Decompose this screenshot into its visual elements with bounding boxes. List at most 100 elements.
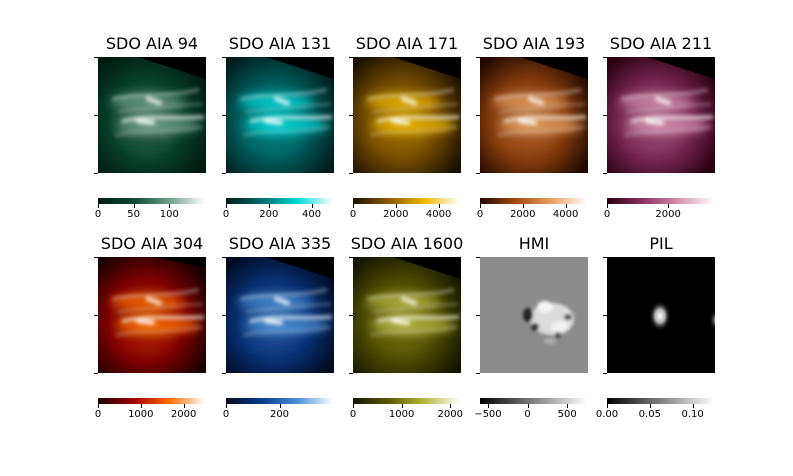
panel-image-sdo-aia-131 <box>226 57 334 173</box>
y-axis-tick <box>349 373 353 374</box>
colorbar-tick-label: −500 <box>474 409 502 420</box>
y-axis-tick <box>349 57 353 58</box>
colorbar-tick-label: 0.05 <box>638 409 661 420</box>
colorbar-pil <box>607 398 714 404</box>
colorbar-tick <box>169 204 170 208</box>
colorbar-tick-label: 0.00 <box>595 409 619 420</box>
colorbar-tick-label: 0 <box>603 209 611 220</box>
y-axis-tick <box>349 173 353 174</box>
colorbar-tick <box>98 204 99 208</box>
y-axis-tick <box>603 115 607 116</box>
panel-title-sdo-aia-193: SDO AIA 193 <box>482 34 586 53</box>
y-axis-tick <box>603 257 607 258</box>
colorbar-sdo-aia-1600 <box>353 398 460 404</box>
colorbar-tick-label: 0 <box>524 409 531 420</box>
panel-image-hmi <box>480 257 588 373</box>
colorbar-sdo-aia-94 <box>98 198 205 204</box>
colorbar-tick-label: 2000 <box>510 209 536 220</box>
y-axis-tick <box>349 115 353 116</box>
colorbar-tick-label: 50 <box>127 209 141 220</box>
colorbar-tick-label: 0 <box>349 409 357 420</box>
panel-title-sdo-aia-335: SDO AIA 335 <box>228 234 332 253</box>
colorbar-tick <box>134 204 135 208</box>
y-axis-tick <box>476 373 480 374</box>
colorbar-sdo-aia-304 <box>98 398 205 404</box>
colorbar-tick <box>693 404 694 408</box>
colorbar-tick <box>226 404 227 408</box>
colorbar-tick <box>269 204 270 208</box>
colorbar-tick <box>650 404 651 408</box>
colorbar-tick-label: 1000 <box>128 409 154 420</box>
y-axis-tick <box>603 373 607 374</box>
colorbar-tick-label: 2000 <box>437 409 463 420</box>
colorbar-tick-label: 0 <box>349 209 357 220</box>
colorbar-tick-label: 200 <box>269 409 290 420</box>
colorbar-tick <box>141 404 142 408</box>
y-axis-tick <box>222 115 226 116</box>
colorbar-tick <box>98 404 99 408</box>
colorbar-tick <box>567 404 568 408</box>
colorbar-tick-label: 2000 <box>383 209 409 220</box>
colorbar-tick <box>488 404 489 408</box>
panel-image-sdo-aia-335 <box>226 257 334 373</box>
colorbar-tick-label: 2000 <box>170 409 197 420</box>
y-axis-tick <box>603 173 607 174</box>
colorbar-tick-label: 0 <box>476 209 484 220</box>
colorbar-tick-label: 4000 <box>552 209 579 220</box>
y-axis-tick <box>94 257 98 258</box>
y-axis-tick <box>476 115 480 116</box>
panel-title-sdo-aia-171: SDO AIA 171 <box>355 34 459 53</box>
y-axis-tick <box>94 315 98 316</box>
colorbar-tick <box>353 404 354 408</box>
colorbar-tick <box>480 204 481 208</box>
colorbar-tick <box>450 404 451 408</box>
colorbar-tick <box>528 404 529 408</box>
panel-image-sdo-aia-1600 <box>353 257 461 373</box>
colorbar-tick <box>312 204 313 208</box>
colorbar-tick <box>607 404 608 408</box>
y-axis-tick <box>603 57 607 58</box>
panel-image-sdo-aia-211 <box>607 57 715 173</box>
colorbar-tick <box>280 404 281 408</box>
colorbar-tick-label: 500 <box>557 409 577 420</box>
y-axis-tick <box>94 173 98 174</box>
panel-title-sdo-aia-94: SDO AIA 94 <box>105 34 199 53</box>
panel-image-sdo-aia-193 <box>480 57 588 173</box>
colorbar-tick-label: 0 <box>94 409 102 420</box>
colorbar-tick-label: 1000 <box>388 409 415 420</box>
colorbar-tick-label: 0 <box>222 409 230 420</box>
y-axis-tick <box>94 373 98 374</box>
y-axis-tick <box>603 315 607 316</box>
panel-title-sdo-aia-304: SDO AIA 304 <box>100 234 204 253</box>
y-axis-tick <box>476 257 480 258</box>
y-axis-tick <box>476 57 480 58</box>
colorbar-tick-label: 100 <box>159 209 179 220</box>
y-axis-tick <box>222 257 226 258</box>
y-axis-tick <box>476 173 480 174</box>
colorbar-tick <box>668 204 669 208</box>
colorbar-tick <box>402 404 403 408</box>
colorbar-tick-label: 0 <box>94 209 102 220</box>
panel-title-sdo-aia-1600: SDO AIA 1600 <box>350 234 464 253</box>
y-axis-tick <box>94 57 98 58</box>
colorbar-tick-label: 400 <box>302 209 322 220</box>
panel-title-pil: PIL <box>649 234 673 253</box>
colorbar-tick-label: 4000 <box>425 209 452 220</box>
colorbar-tick <box>396 204 397 208</box>
panel-title-hmi: HMI <box>518 234 550 253</box>
panel-image-sdo-aia-171 <box>353 57 461 173</box>
y-axis-tick <box>222 57 226 58</box>
colorbar-tick-label: 0 <box>222 209 230 220</box>
y-axis-tick <box>222 373 226 374</box>
y-axis-tick <box>222 315 226 316</box>
panel-title-sdo-aia-131: SDO AIA 131 <box>228 34 332 53</box>
panel-image-sdo-aia-304 <box>98 257 206 373</box>
panel-image-pil <box>607 257 715 373</box>
colorbar-tick <box>184 404 185 408</box>
y-axis-tick <box>94 115 98 116</box>
colorbar-sdo-aia-193 <box>480 198 587 204</box>
y-axis-tick <box>349 257 353 258</box>
colorbar-tick <box>607 204 608 208</box>
colorbar-sdo-aia-131 <box>226 198 333 204</box>
